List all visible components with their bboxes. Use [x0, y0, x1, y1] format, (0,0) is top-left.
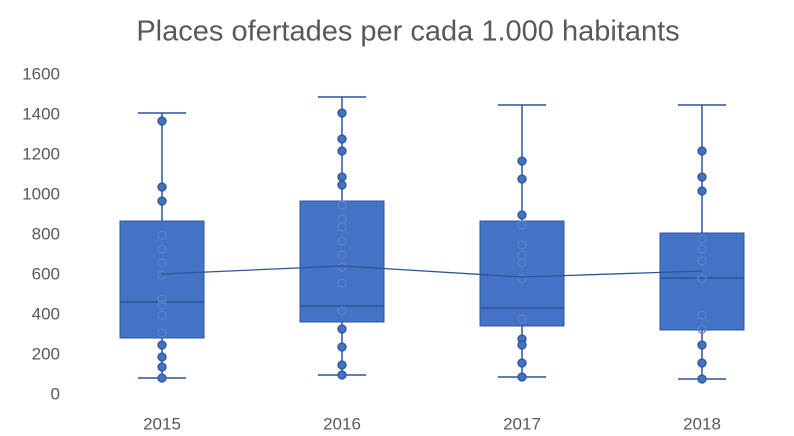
data-point [517, 340, 527, 350]
data-point [337, 262, 347, 272]
data-point [337, 360, 347, 370]
data-point [517, 210, 527, 220]
data-point [517, 274, 527, 284]
data-point [517, 314, 527, 324]
x-tick-label: 2018 [683, 414, 721, 433]
data-point [517, 220, 527, 230]
data-point [157, 352, 167, 362]
y-tick-label: 1400 [22, 104, 60, 123]
data-point [337, 250, 347, 260]
data-point [337, 180, 347, 190]
data-point [517, 174, 527, 184]
x-tick-label: 2017 [503, 414, 541, 433]
y-tick-label: 400 [32, 304, 60, 323]
y-tick-label: 1600 [22, 64, 60, 83]
box [299, 200, 385, 323]
data-point [697, 234, 707, 244]
data-point [157, 258, 167, 268]
data-point [337, 342, 347, 352]
data-point [517, 240, 527, 250]
data-point [517, 358, 527, 368]
data-point [697, 374, 707, 384]
data-point [157, 328, 167, 338]
y-tick-label: 0 [51, 384, 60, 403]
data-point [697, 358, 707, 368]
mean-line [161, 265, 703, 278]
data-point [157, 230, 167, 240]
data-point [337, 134, 347, 144]
data-point [157, 116, 167, 126]
data-point [337, 370, 347, 380]
data-point [337, 222, 347, 232]
data-point [337, 172, 347, 182]
data-point [337, 146, 347, 156]
y-tick-label: 200 [32, 344, 60, 363]
data-point [157, 270, 167, 280]
box [479, 220, 565, 327]
data-point [157, 362, 167, 372]
data-point [517, 156, 527, 166]
data-point [697, 256, 707, 266]
x-tick-label: 2016 [323, 414, 361, 433]
data-point [337, 324, 347, 334]
data-point [157, 196, 167, 206]
data-point [697, 244, 707, 254]
data-point [337, 108, 347, 118]
data-point [157, 310, 167, 320]
data-point [337, 278, 347, 288]
data-point [697, 146, 707, 156]
data-point [697, 172, 707, 182]
data-point [157, 340, 167, 350]
data-point [157, 300, 167, 310]
data-point [157, 294, 167, 304]
data-point [697, 186, 707, 196]
box [659, 232, 745, 331]
chart-title: Places ofertades per cada 1.000 habitant… [136, 16, 679, 48]
y-tick-label: 1000 [22, 184, 60, 203]
x-tick-label: 2015 [143, 414, 181, 433]
y-tick-label: 1200 [22, 144, 60, 163]
data-point [517, 258, 527, 268]
data-point [697, 310, 707, 320]
y-tick-label: 800 [32, 224, 60, 243]
data-point [157, 182, 167, 192]
data-point [157, 244, 167, 254]
data-point [697, 324, 707, 334]
y-tick-label: 600 [32, 264, 60, 283]
data-point [157, 373, 167, 383]
data-point [337, 236, 347, 246]
data-point [337, 306, 347, 316]
data-point [697, 340, 707, 350]
data-point [517, 372, 527, 382]
data-point [337, 200, 347, 210]
data-point [697, 274, 707, 284]
